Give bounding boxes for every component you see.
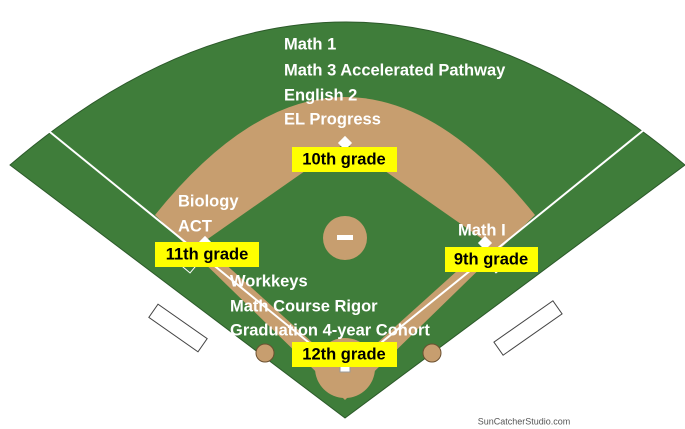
item: Math Course Rigor	[230, 297, 378, 315]
on-deck-circle	[422, 343, 442, 363]
item: ACT	[178, 217, 212, 235]
item: Workkeys	[230, 272, 308, 290]
bullpen	[493, 300, 563, 356]
bullpen	[148, 303, 208, 353]
credit: SunCatcherStudio.com	[478, 416, 571, 426]
item: Math 1	[284, 35, 336, 53]
first-base	[477, 235, 493, 251]
item: Graduation 4-year Cohort	[230, 321, 430, 339]
on-deck-circle	[255, 343, 275, 363]
grade-highlight	[292, 147, 397, 172]
item: EL Progress	[284, 110, 381, 128]
grade-highlight	[292, 342, 397, 367]
grade-highlight	[155, 242, 259, 267]
pitcher-rubber	[337, 235, 353, 240]
item: Math I	[458, 221, 506, 239]
grade-label: 12th grade	[302, 345, 385, 363]
grade-highlight	[445, 247, 538, 272]
grade-label: 9th grade	[454, 250, 528, 268]
grade-label: 10th grade	[302, 150, 385, 168]
item: Biology	[178, 192, 239, 210]
grade-label: 11th grade	[166, 245, 249, 263]
item: English 2	[284, 86, 357, 104]
item: Math 3 Accelerated Pathway	[284, 61, 506, 79]
second-base	[337, 135, 353, 151]
